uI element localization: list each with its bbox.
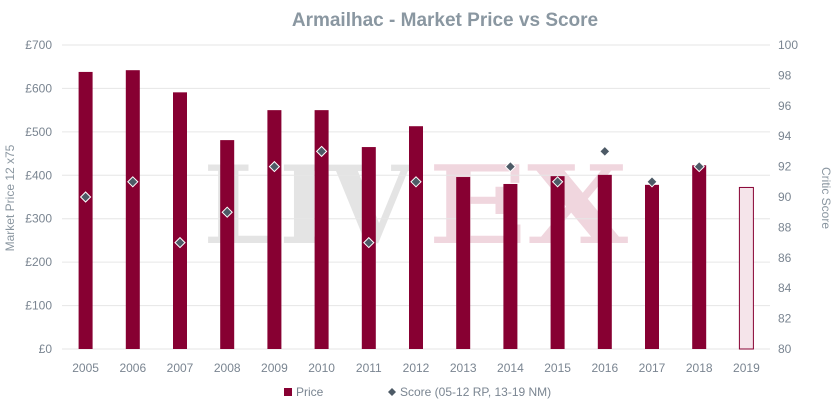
- right-axis-ticks: 80 82 84 86 88 90 92 94 96 98 100: [778, 38, 798, 356]
- y-tick-label: £400: [25, 168, 52, 182]
- x-tick-label: 2016: [591, 361, 618, 375]
- y-tick-label: £600: [25, 81, 52, 95]
- score-marker-2018: [693, 160, 705, 173]
- y2-tick-label: 88: [778, 220, 792, 234]
- score-markers: [79, 145, 705, 249]
- left-axis-ticks: £0 £100 £200 £300 £400 £500 £600 £700: [25, 38, 52, 356]
- score-marker-2008: [221, 206, 233, 218]
- legend: Price Score (05-12 RP, 13-19 NM): [284, 385, 551, 399]
- y-tick-label: £300: [25, 212, 52, 226]
- x-tick-label: 2010: [308, 361, 335, 375]
- x-tick-label: 2005: [72, 361, 99, 375]
- right-axis-title: Critic Score: [819, 167, 833, 229]
- y2-tick-label: 100: [778, 38, 798, 52]
- score-marker-2006: [127, 176, 139, 188]
- score-marker-2011: [363, 236, 375, 249]
- price-bar-2006: [125, 70, 140, 349]
- x-tick-label: 2012: [403, 361, 430, 375]
- y-tick-label: £700: [25, 38, 52, 52]
- x-tick-label: 2013: [450, 361, 477, 375]
- legend-score-label: Score (05-12 RP, 13-19 NM): [400, 385, 551, 399]
- price-bars: [78, 70, 754, 350]
- x-tick-label: 2009: [261, 361, 288, 375]
- x-tick-label: 2017: [639, 361, 666, 375]
- price-bar-2009: [267, 110, 282, 350]
- y-tick-label: £200: [25, 255, 52, 269]
- price-bar-2018: [692, 165, 707, 349]
- x-tick-label: 2018: [686, 361, 713, 375]
- x-tick-label: 2008: [214, 361, 241, 375]
- y2-tick-label: 90: [778, 190, 792, 204]
- watermark-left: LIV: [203, 143, 415, 269]
- score-marker-2005: [79, 191, 92, 203]
- price-bar-2016: [597, 174, 612, 349]
- chart-title: Armailhac - Market Price vs Score: [292, 10, 598, 31]
- x-axis-ticks: 2005 2006 2007 2008 2009 2010 2011 2012 2013 2014…: [72, 361, 760, 375]
- price-bar-2015: [550, 176, 565, 349]
- x-tick-label: 2007: [167, 361, 194, 375]
- y2-tick-label: 98: [778, 68, 792, 82]
- price-bar-2008: [220, 140, 235, 349]
- price-bar-2013: [456, 177, 471, 349]
- legend-price-label: Price: [296, 385, 324, 399]
- y-tick-label: £500: [25, 125, 52, 139]
- price-bar-2012: [409, 126, 423, 349]
- score-marker-2009: [268, 160, 281, 173]
- price-bar-2019: [738, 186, 754, 350]
- left-axis-title: Market Price 12 x75: [3, 144, 17, 251]
- y2-tick-label: 92: [778, 160, 792, 174]
- y-tick-label: £0: [39, 342, 53, 356]
- score-marker-2010: [315, 145, 328, 158]
- price-bar-2014: [503, 183, 518, 349]
- y2-tick-label: 80: [778, 342, 792, 356]
- x-tick-label: 2006: [119, 361, 146, 375]
- y2-tick-label: 82: [778, 312, 792, 326]
- y2-tick-label: 94: [778, 129, 792, 143]
- y2-tick-label: 84: [778, 281, 792, 295]
- score-marker-2014: [504, 160, 517, 173]
- y2-tick-label: 96: [778, 99, 792, 113]
- legend-price-swatch: [284, 388, 292, 396]
- price-bar-2005: [78, 71, 93, 349]
- y2-tick-label: 86: [778, 251, 792, 265]
- x-tick-label: 2015: [544, 361, 571, 375]
- x-tick-label: 2011: [356, 361, 382, 375]
- score-marker-2007: [174, 236, 186, 249]
- x-tick-label: 2014: [497, 361, 524, 375]
- y-tick-label: £100: [25, 299, 52, 313]
- x-tick-label: 2019: [733, 361, 760, 375]
- score-marker-2015: [551, 176, 564, 188]
- legend-score-marker: [388, 388, 396, 396]
- price-bar-2017: [645, 184, 659, 349]
- price-bar-2010: [314, 110, 329, 350]
- score-marker-2012: [410, 176, 422, 188]
- price-bar-2007: [173, 92, 187, 349]
- score-marker-2016: [599, 145, 611, 158]
- score-marker-2017: [646, 176, 658, 188]
